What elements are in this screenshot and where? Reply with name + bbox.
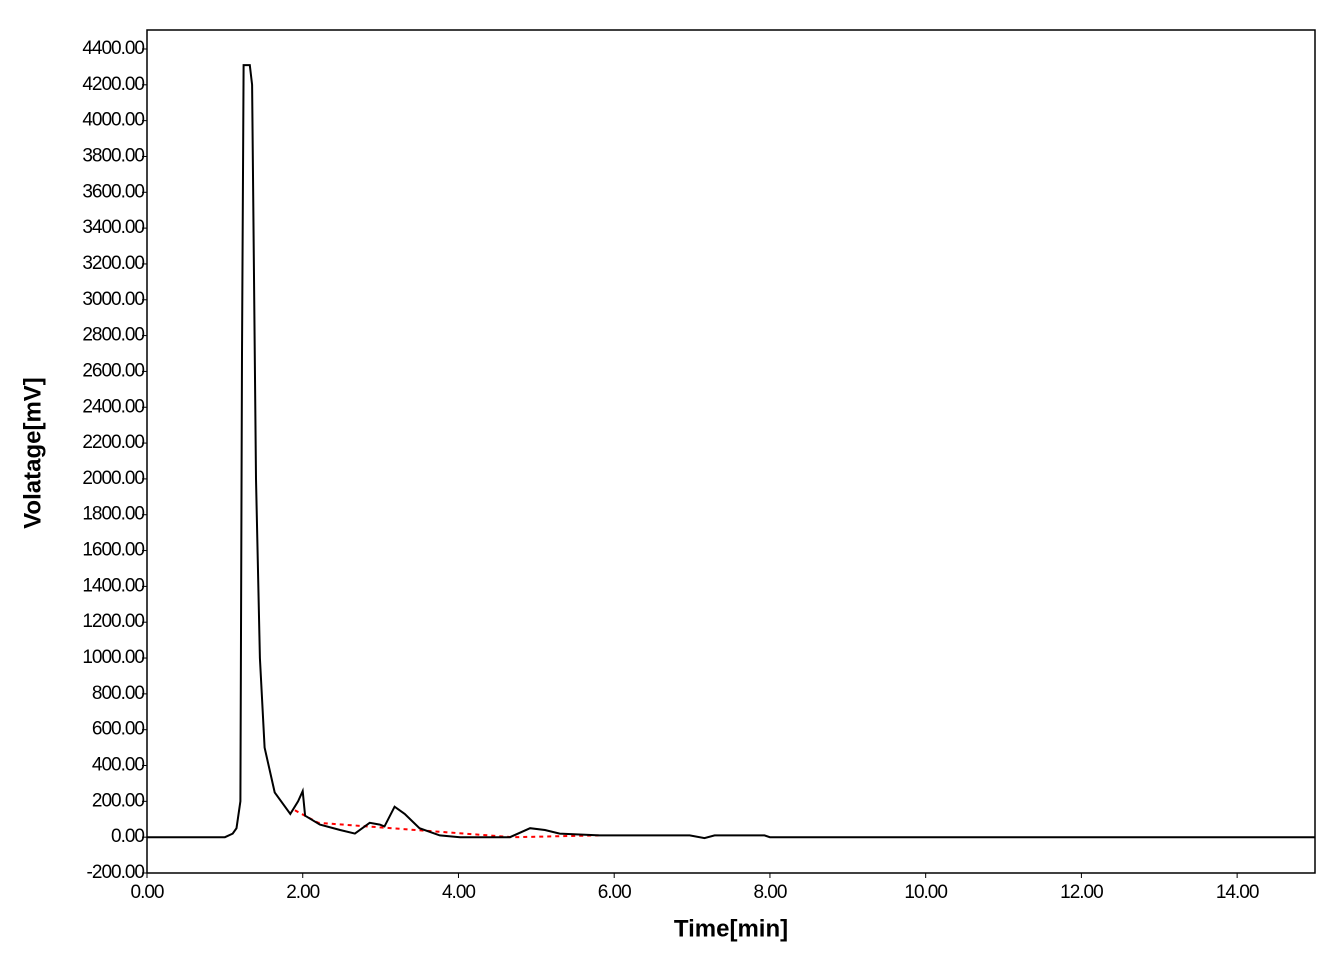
y-tick-label: 4000.00 [82,110,144,131]
x-tick-label: 12.00 [1060,882,1103,903]
x-tick-label: 0.00 [131,882,164,903]
y-tick-label: 600.00 [92,719,145,740]
y-tick-label: 1600.00 [82,540,144,561]
y-tick-label: 2600.00 [82,360,144,381]
x-tick-label: 4.00 [442,882,475,903]
y-tick-label: 0.00 [111,826,144,847]
x-tick-label: 10.00 [904,882,947,903]
series-line [294,809,599,839]
x-tick-label: 2.00 [286,882,319,903]
y-tick-label: 2400.00 [82,396,144,417]
y-tick-label: 1200.00 [82,611,144,632]
y-tick-label: 3600.00 [82,181,144,202]
y-tick-label: -200.00 [87,862,145,883]
x-tick-label: 8.00 [753,882,786,903]
y-tick-label: 3400.00 [82,217,144,238]
y-tick-label: 400.00 [92,755,145,776]
y-tick-label: 3200.00 [82,253,144,274]
series-line [147,64,1315,840]
x-tick-label: 6.00 [598,882,631,903]
y-tick-label: 4200.00 [82,74,144,95]
y-tick-label: 3000.00 [82,289,144,310]
plot-frame [146,29,1316,874]
y-tick-label: 1800.00 [82,504,144,525]
y-tick-label: 2800.00 [82,325,144,346]
x-axis-title: Time[min] [674,915,788,942]
y-tick-label: 4400.00 [82,38,144,59]
y-axis-title: Volatage[mV] [19,377,46,529]
y-tick-label: 2200.00 [82,432,144,453]
x-tick-label: 14.00 [1216,882,1259,903]
y-tick-label: 1400.00 [82,575,144,596]
y-tick-label: 1000.00 [82,647,144,668]
y-tick-label: 200.00 [92,790,145,811]
y-tick-label: 800.00 [92,683,145,704]
y-tick-label: 2000.00 [82,468,144,489]
y-tick-label: 3800.00 [82,145,144,166]
